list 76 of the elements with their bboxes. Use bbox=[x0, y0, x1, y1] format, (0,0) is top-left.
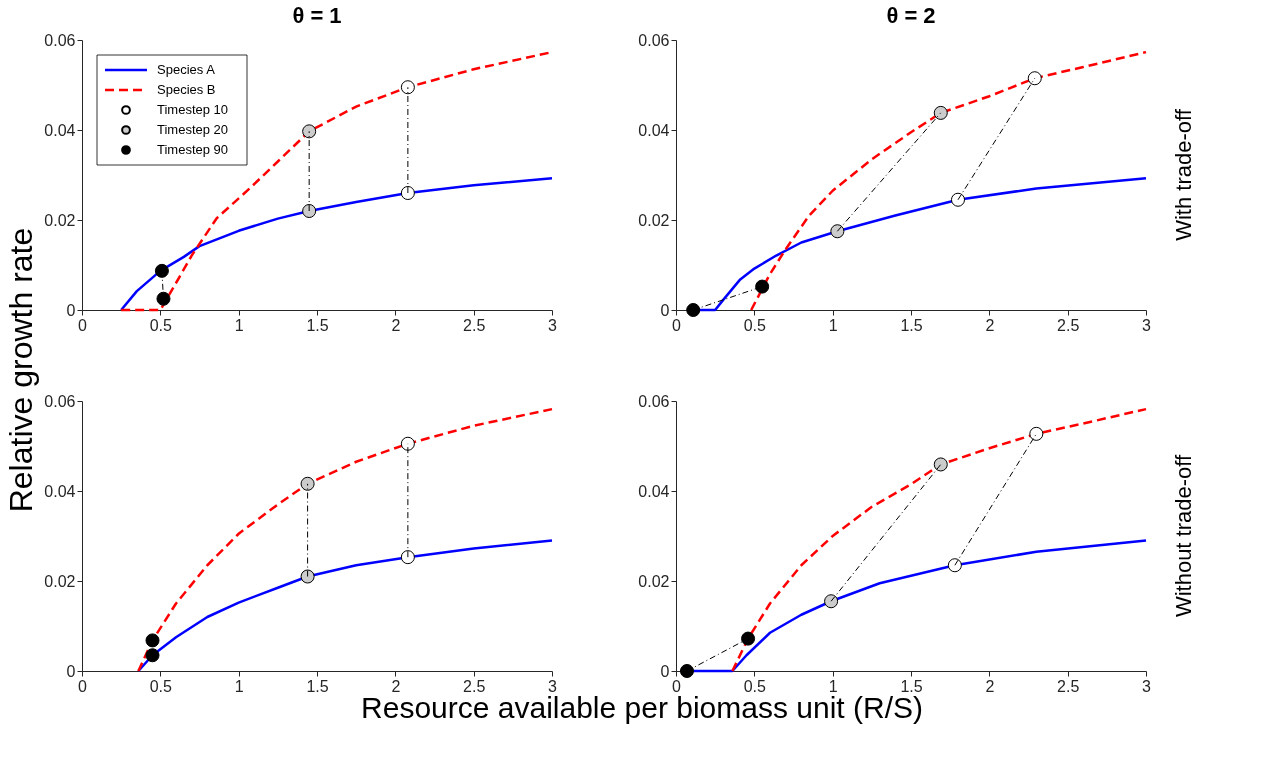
y-tick-label: 0.04 bbox=[638, 482, 670, 500]
x-tick-label: 1 bbox=[234, 677, 244, 695]
y-tick-label: 0 bbox=[660, 662, 670, 680]
point bbox=[755, 279, 770, 294]
line-series bbox=[749, 50, 1148, 312]
y-tick-label: 0.02 bbox=[44, 572, 76, 590]
point bbox=[741, 631, 756, 646]
x-tick-label: 1 bbox=[234, 316, 244, 334]
x-tick-label: 2 bbox=[985, 677, 995, 695]
legend-label: Timestep 10 bbox=[157, 102, 229, 117]
point bbox=[679, 663, 694, 679]
text: With trade-off bbox=[1171, 108, 1196, 241]
point bbox=[300, 476, 315, 491]
point bbox=[933, 457, 948, 472]
line-series bbox=[731, 407, 1148, 673]
x-tick-label: 3 bbox=[1142, 677, 1152, 695]
point bbox=[154, 263, 169, 278]
x-tick-label: 1.5 bbox=[900, 316, 923, 334]
point bbox=[145, 633, 160, 648]
x-tick-label: 2.5 bbox=[1057, 677, 1080, 695]
x-tick-label: 3 bbox=[548, 316, 558, 334]
point bbox=[933, 105, 948, 120]
y-tick-label: 0.04 bbox=[44, 121, 76, 139]
point bbox=[145, 648, 160, 663]
x-tick-label: 0 bbox=[78, 677, 88, 695]
x-tick-label: 0 bbox=[78, 316, 88, 334]
line-series bbox=[137, 407, 554, 673]
x-tick-label: 0.5 bbox=[149, 677, 173, 695]
y-axis-title: Relative growth rate bbox=[3, 227, 39, 513]
x-tick-label: 0.5 bbox=[149, 316, 173, 334]
y-tick-label: 0.06 bbox=[638, 31, 670, 49]
x-tick-label: 2 bbox=[391, 316, 401, 334]
y-tick-label: 0.06 bbox=[44, 392, 76, 410]
chart-title: θ = 2 bbox=[886, 3, 936, 28]
y-tick-label: 0.02 bbox=[638, 211, 670, 229]
x-tick-label: 2.5 bbox=[463, 316, 486, 334]
x-tick-label: 0 bbox=[672, 316, 682, 334]
point bbox=[830, 224, 845, 239]
y-tick-label: 0.04 bbox=[638, 121, 670, 139]
point bbox=[1027, 71, 1042, 86]
y-tick-label: 0.02 bbox=[44, 211, 76, 229]
point bbox=[400, 185, 415, 201]
y-tick-label: 0.06 bbox=[638, 392, 670, 410]
legend-label: Timestep 90 bbox=[157, 142, 229, 157]
point bbox=[156, 291, 171, 306]
x-tick-label: 1.5 bbox=[306, 677, 329, 695]
point bbox=[400, 550, 415, 565]
point bbox=[947, 558, 962, 573]
y-tick-label: 0.06 bbox=[44, 31, 76, 49]
y-tick-label: 0 bbox=[66, 301, 76, 319]
y-tick-label: 0.04 bbox=[44, 482, 76, 500]
legend-label: Species B bbox=[157, 82, 216, 97]
x-tick-label: 2 bbox=[985, 316, 995, 334]
x-tick-label: 1.5 bbox=[306, 316, 329, 334]
point bbox=[400, 80, 415, 95]
point bbox=[300, 569, 315, 584]
point bbox=[824, 594, 839, 609]
y-tick-label: 0.02 bbox=[638, 572, 670, 590]
x-tick-label: 2.5 bbox=[1057, 316, 1080, 334]
point bbox=[686, 302, 701, 318]
line-series bbox=[119, 176, 554, 312]
text: Without trade-off bbox=[1171, 454, 1196, 618]
legend-label: Timestep 20 bbox=[157, 122, 229, 137]
y-tick-label: 0 bbox=[66, 662, 76, 680]
point bbox=[302, 124, 317, 139]
chart-title: θ = 1 bbox=[292, 3, 342, 28]
point bbox=[1029, 426, 1044, 441]
legend-label: Species A bbox=[157, 62, 216, 77]
point bbox=[400, 436, 415, 451]
x-tick-label: 3 bbox=[1142, 316, 1152, 334]
point bbox=[302, 203, 317, 219]
point bbox=[950, 192, 966, 207]
x-tick-label: 0.5 bbox=[743, 316, 767, 334]
x-tick-label: 1 bbox=[828, 316, 838, 334]
line-series bbox=[137, 539, 554, 673]
y-tick-label: 0 bbox=[660, 301, 670, 319]
